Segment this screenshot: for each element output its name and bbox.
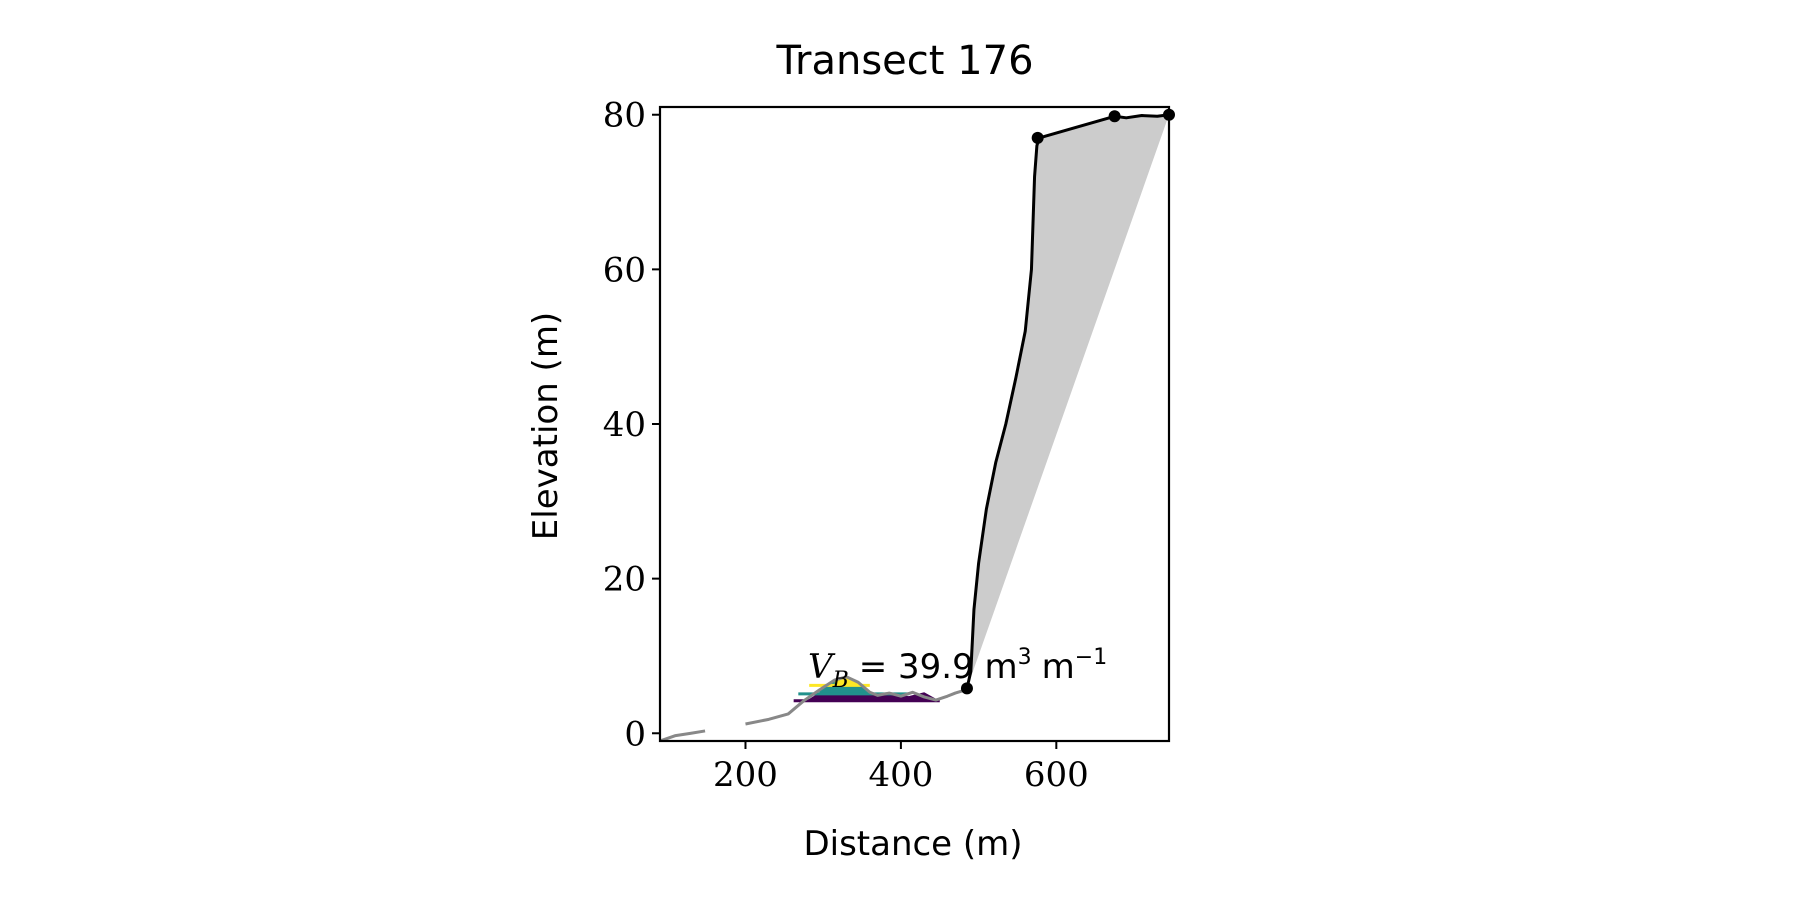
profile-point-2 [1108, 110, 1121, 123]
plot-content [660, 113, 1169, 741]
annotation-sup-1: 3 [1018, 645, 1032, 670]
y-tick-label-1: 20 [603, 560, 646, 600]
y-tick-label-0: 0 [624, 714, 646, 754]
profile-line-2 [965, 113, 1169, 689]
chart-title: Transect 176 [775, 38, 1033, 84]
shaded-volume-region [966, 114, 1169, 689]
reference-line-1 [745, 675, 970, 726]
x-axis-label: Distance (m) [803, 824, 1022, 864]
annotation-sup-2: −1 [1075, 645, 1107, 670]
profile-point-1 [1031, 131, 1044, 144]
y-tick-label-4: 80 [603, 96, 646, 136]
annotation-unit: m [1042, 647, 1075, 687]
profile-point-0 [960, 682, 973, 695]
x-tick-label-1: 400 [868, 755, 933, 795]
y-tick-label-3: 60 [603, 250, 646, 290]
plot-area [660, 108, 1175, 741]
x-tick-label-2: 600 [1024, 755, 1089, 795]
annotation-subscript: B [832, 668, 849, 693]
reference-line-0 [660, 729, 706, 741]
x-tick-label-0: 200 [713, 755, 778, 795]
volume-annotation: VB = 39.9 m3 m−1 [808, 645, 1107, 693]
y-axis-label: Elevation (m) [526, 312, 566, 540]
y-tick-label-2: 40 [603, 405, 646, 445]
annotation-value: = 39.9 m [859, 647, 1018, 687]
axis-ticks: 200 400 600 0 20 40 60 80 [603, 96, 1089, 795]
annotation-symbol: V [808, 647, 836, 687]
